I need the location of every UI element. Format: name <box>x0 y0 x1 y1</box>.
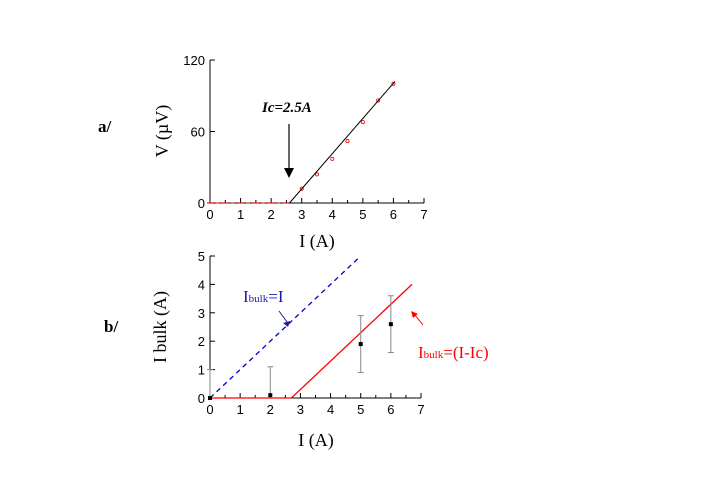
a-y-tick-label: 120 <box>183 53 205 68</box>
panel-a-label: a/ <box>98 117 112 136</box>
panel-b-chart: b/ I (A) I bulk (A) 0 1 2 3 4 5 6 7 0 1 2 3 4 5 Ibulk… <box>104 249 489 451</box>
b-x-tick-label: 5 <box>357 402 364 417</box>
a-y-tick-label: 60 <box>191 125 205 140</box>
b-y-tick-label: 4 <box>198 277 205 292</box>
blue-arrow <box>278 310 290 327</box>
b-x-tick-label: 2 <box>267 402 274 417</box>
a-x-tick-label: 0 <box>206 207 213 222</box>
a-data-point <box>360 119 365 124</box>
panel-b-ylabel: I bulk (A) <box>150 291 171 363</box>
a-data-point <box>345 139 350 144</box>
b-data-point <box>358 342 363 347</box>
b-y-tick-label: 5 <box>198 249 205 264</box>
red-arrow <box>411 311 424 326</box>
panel-a-ylabel: V (µV) <box>152 105 173 158</box>
a-x-tick-label: 3 <box>298 207 305 222</box>
a-x-tick-label: 7 <box>420 207 427 222</box>
a-x-tick-label: 1 <box>237 207 244 222</box>
a-fit-line <box>289 81 396 204</box>
a-data-point <box>376 98 381 103</box>
panel-a-xlabel: I (A) <box>299 231 334 252</box>
a-data-point <box>330 156 335 161</box>
b-dashed-blue-line <box>209 255 362 399</box>
b-x-tick-label: 1 <box>237 402 244 417</box>
b-y-tick-label: 3 <box>198 306 205 321</box>
a-data-point <box>314 172 319 177</box>
legend-red: Ibulk=(I-Ic) <box>418 343 489 362</box>
a-x-tick-label: 6 <box>390 207 397 222</box>
a-y-tick-label: 0 <box>198 196 205 211</box>
b-x-tick-label: 3 <box>297 402 304 417</box>
panel-b-label: b/ <box>104 317 118 336</box>
legend-blue: Ibulk=I <box>243 287 284 306</box>
b-y-tick-label: 0 <box>198 391 205 406</box>
b-data-point <box>388 322 393 327</box>
b-x-tick-label: 4 <box>327 402 334 417</box>
ic-arrow <box>284 124 294 178</box>
a-x-tick-label: 5 <box>359 207 366 222</box>
ic-annotation: Ic=2.5A <box>261 100 312 116</box>
b-red-line <box>210 283 413 399</box>
a-data-point <box>299 186 304 191</box>
b-x-tick-label: 7 <box>417 402 424 417</box>
b-y-tick-label: 1 <box>198 363 205 378</box>
panel-b-xlabel: I (A) <box>298 430 333 451</box>
b-data-point <box>268 393 273 398</box>
a-x-tick-label: 2 <box>268 207 275 222</box>
a-data-point <box>391 81 396 86</box>
b-data-point <box>208 396 212 400</box>
b-y-tick-label: 2 <box>198 334 205 349</box>
a-x-tick-label: 4 <box>329 207 336 222</box>
b-x-tick-label: 0 <box>206 402 213 417</box>
panel-a-chart: a/ I (A) V (µV) Ic=2.5A 0 1 2 3 4 5 6 7 0 60 120 <box>98 53 428 252</box>
b-x-tick-label: 6 <box>387 402 394 417</box>
